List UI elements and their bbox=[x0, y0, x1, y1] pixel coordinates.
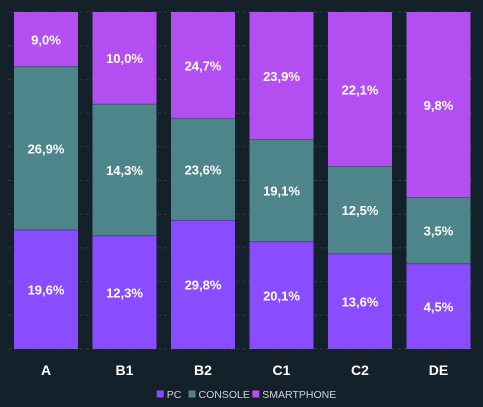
legend-swatch-smartphone bbox=[252, 390, 260, 398]
bar-segment-pc bbox=[328, 253, 392, 349]
legend-swatch-console bbox=[188, 390, 196, 398]
bar-segment-smartphone bbox=[14, 12, 78, 67]
data-label: 9,8% bbox=[424, 98, 454, 113]
x-tick-label: DE bbox=[429, 362, 448, 378]
bar-segment-pc bbox=[14, 230, 78, 349]
legend-label-pc: PC bbox=[167, 389, 182, 401]
data-label: 22,1% bbox=[342, 82, 379, 97]
x-tick-label: C2 bbox=[351, 362, 369, 378]
legend-label-smartphone: SMARTPHONE bbox=[262, 389, 336, 401]
data-label: 26,9% bbox=[28, 141, 65, 156]
data-label: 24,7% bbox=[185, 58, 222, 73]
x-tick-label: B2 bbox=[194, 362, 212, 378]
legend-label-console: CONSOLE bbox=[199, 389, 250, 401]
data-label: 12,3% bbox=[106, 285, 143, 300]
data-label: 29,8% bbox=[185, 278, 222, 293]
bar-segment-console bbox=[249, 139, 314, 242]
data-label: 10,0% bbox=[106, 51, 143, 66]
bar-segment-pc bbox=[92, 235, 157, 349]
bar-segment-pc bbox=[171, 220, 235, 349]
legend-swatch-pc bbox=[156, 390, 164, 398]
data-label: 9,0% bbox=[31, 32, 61, 47]
bar-segment-console bbox=[14, 66, 78, 230]
data-label: 4,5% bbox=[424, 299, 454, 314]
data-label: 14,3% bbox=[106, 163, 143, 178]
bar-segment-smartphone bbox=[92, 12, 157, 105]
bar-segment-console bbox=[406, 197, 471, 264]
data-label: 12,5% bbox=[342, 203, 379, 218]
bar-segment-smartphone bbox=[328, 12, 392, 167]
bar-segment-pc bbox=[249, 241, 314, 349]
x-tick-label: C1 bbox=[273, 362, 291, 378]
data-label: 3,5% bbox=[424, 224, 454, 239]
data-label: 23,6% bbox=[185, 163, 222, 178]
x-tick-label: B1 bbox=[116, 362, 134, 378]
bar-segment-console bbox=[328, 166, 392, 254]
bar-segment-smartphone bbox=[249, 12, 314, 140]
data-label: 23,9% bbox=[263, 69, 300, 84]
data-label: 19,1% bbox=[263, 184, 300, 199]
x-tick-label: A bbox=[41, 362, 51, 378]
data-label: 20,1% bbox=[263, 288, 300, 303]
bar-segment-console bbox=[92, 104, 157, 236]
data-label: 19,6% bbox=[28, 283, 65, 298]
bar-segment-console bbox=[171, 118, 235, 221]
data-label: 13,6% bbox=[342, 295, 379, 310]
bar-segment-pc bbox=[406, 263, 471, 349]
bar-segment-smartphone bbox=[406, 12, 471, 198]
bar-segment-smartphone bbox=[171, 12, 235, 119]
